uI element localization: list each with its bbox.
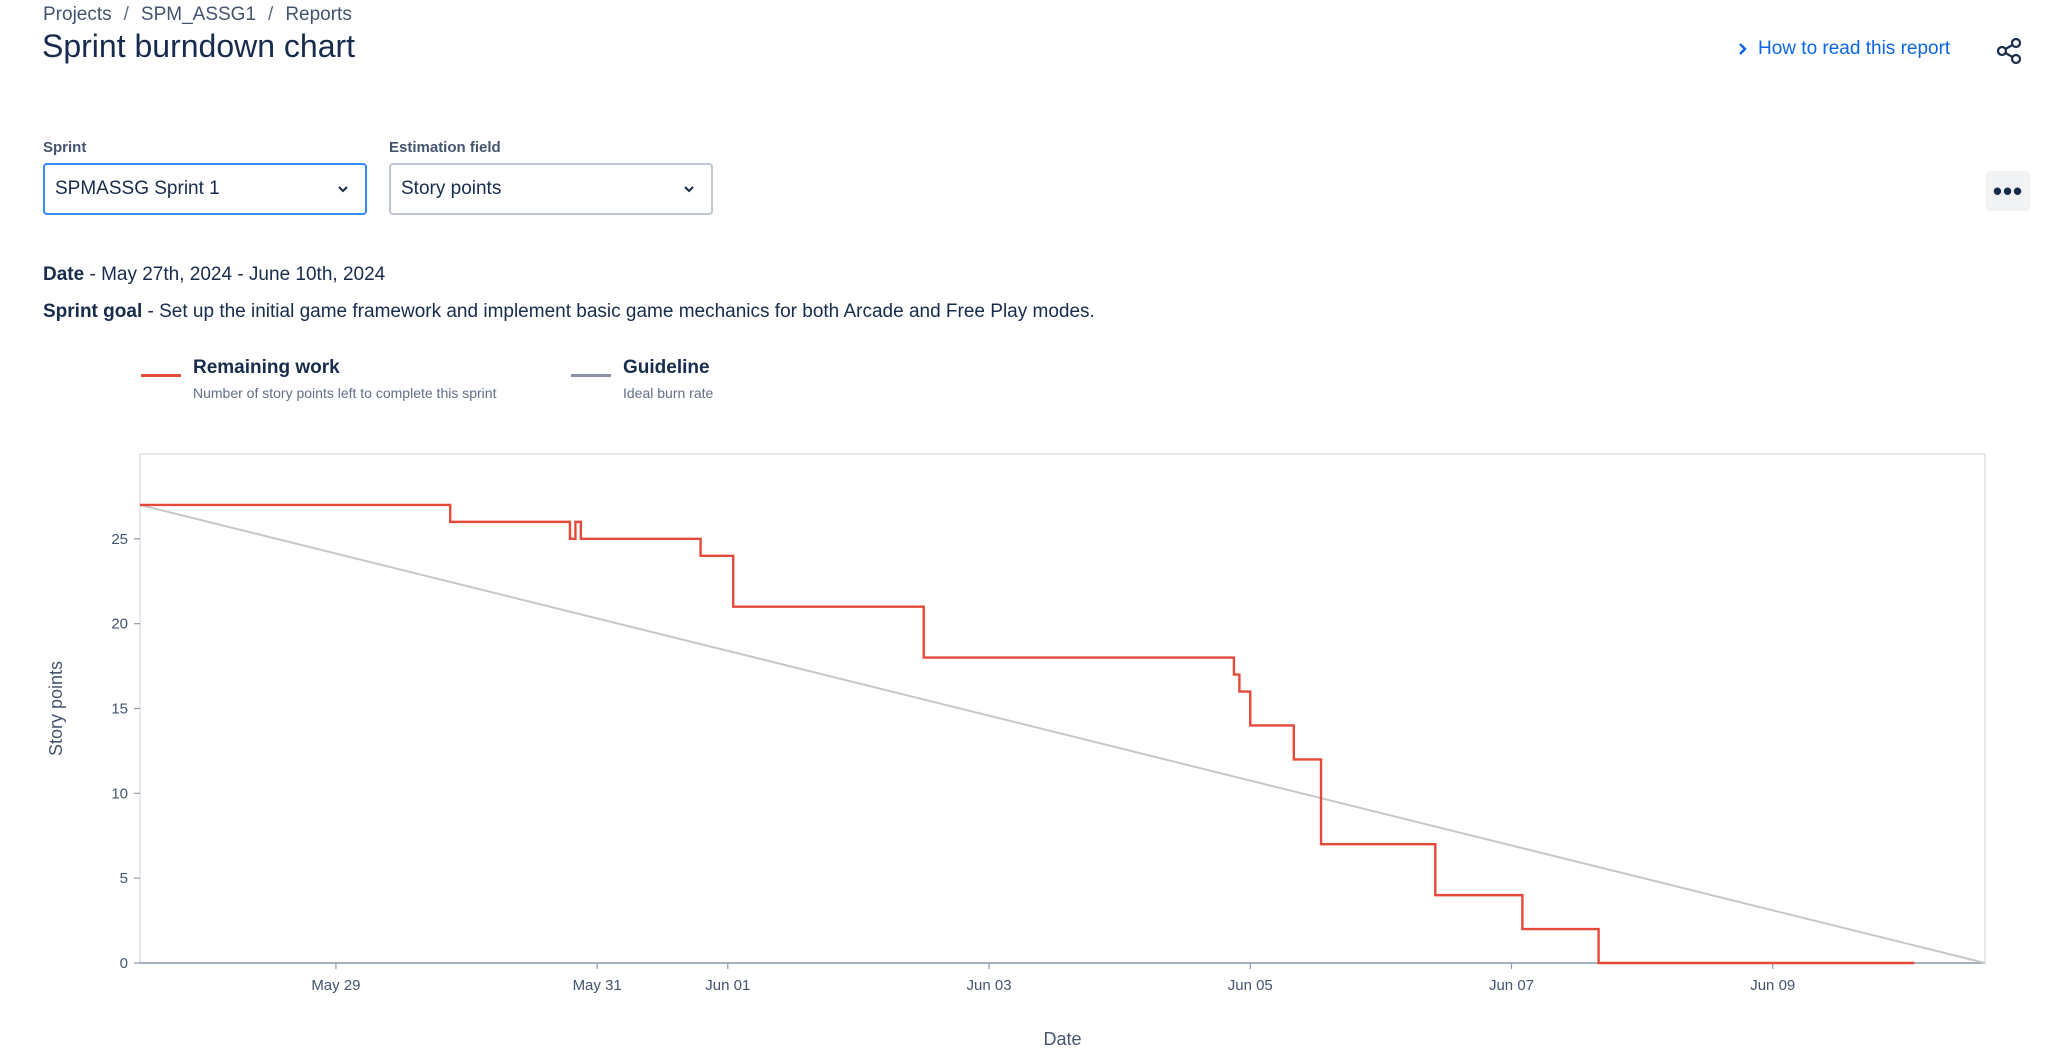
sprint-goal-label: Sprint goal — [43, 301, 143, 322]
remaining-work-series-line — [140, 503, 1915, 965]
page-title: Sprint burndown chart — [42, 28, 356, 64]
legend-remaining-title: Remaining work — [193, 357, 340, 378]
x-tick-label: Jun 03 — [967, 977, 1012, 994]
share-button[interactable] — [1994, 36, 2024, 66]
legend-guideline: Guideline Ideal burn rate — [571, 357, 713, 401]
burndown-chart: 0 5 10 15 20 25 May 29 May 31 Jun 01 Jun 03 Jun 05… — [46, 453, 1986, 1049]
share-icon — [1996, 37, 2022, 65]
estimation-field-select[interactable]: Story points — [389, 163, 713, 215]
breadcrumb: Projects / SPM_ASSG1 / Reports — [43, 4, 352, 26]
guideline-series-line — [139, 503, 1986, 964]
y-tick-label: 20 — [111, 616, 128, 633]
y-tick-label: 5 — [120, 870, 128, 887]
breadcrumb-project[interactable]: SPM_ASSG1 — [140, 4, 257, 25]
y-tick-label: 0 — [120, 955, 128, 972]
x-tick-label: May 29 — [311, 977, 360, 994]
x-tick-label: Jun 01 — [705, 977, 750, 994]
legend-swatch-remaining — [141, 374, 181, 377]
more-actions-button[interactable]: ••• — [1986, 171, 2030, 211]
estimation-field-value: Story points — [401, 178, 502, 199]
x-axis-title: Date — [1043, 1029, 1081, 1049]
how-to-read-report-link[interactable]: How to read this report — [1738, 38, 1950, 60]
legend-remaining-work: Remaining work Number of story points le… — [141, 357, 496, 401]
legend-guideline-desc: Ideal burn rate — [623, 385, 714, 401]
legend-guideline-title: Guideline — [623, 357, 710, 378]
y-tick-label: 25 — [111, 531, 128, 548]
sprint-goal-value: - Set up the initial game framework and … — [142, 301, 1095, 322]
sprint-goal: Sprint goal - Set up the initial game fr… — [43, 301, 1095, 323]
breadcrumb-separator: / — [268, 4, 274, 25]
x-tick-label: Jun 07 — [1489, 977, 1534, 994]
breadcrumb-reports[interactable]: Reports — [285, 4, 352, 25]
x-tick-label: May 31 — [573, 977, 622, 994]
breadcrumb-projects[interactable]: Projects — [43, 4, 112, 25]
sprint-date-value: - May 27th, 2024 - June 10th, 2024 — [84, 264, 386, 285]
chevron-down-icon — [684, 186, 694, 193]
more-icon: ••• — [1992, 176, 2024, 206]
how-to-read-report-label: How to read this report — [1758, 38, 1951, 59]
chevron-down-icon — [338, 186, 348, 193]
estimation-field-label: Estimation field — [389, 139, 501, 156]
y-tick-label: 15 — [111, 701, 128, 718]
sprint-select[interactable]: SPMASSG Sprint 1 — [43, 163, 367, 215]
y-axis-title: Story points — [46, 661, 66, 756]
sprint-date: Date - May 27th, 2024 - June 10th, 2024 — [43, 264, 385, 286]
x-tick-label: Jun 05 — [1228, 977, 1273, 994]
sprint-select-value: SPMASSG Sprint 1 — [55, 178, 220, 199]
y-tick-label: 10 — [111, 785, 128, 802]
legend-remaining-desc: Number of story points left to complete … — [193, 385, 497, 401]
sprint-label: Sprint — [43, 139, 87, 156]
chevron-right-icon — [1739, 43, 1747, 55]
breadcrumb-separator: / — [123, 4, 129, 25]
plot-area-frame — [139, 453, 1986, 964]
x-tick-label: Jun 09 — [1750, 977, 1795, 994]
sprint-date-label: Date — [43, 264, 85, 285]
legend-swatch-guideline — [571, 374, 611, 377]
